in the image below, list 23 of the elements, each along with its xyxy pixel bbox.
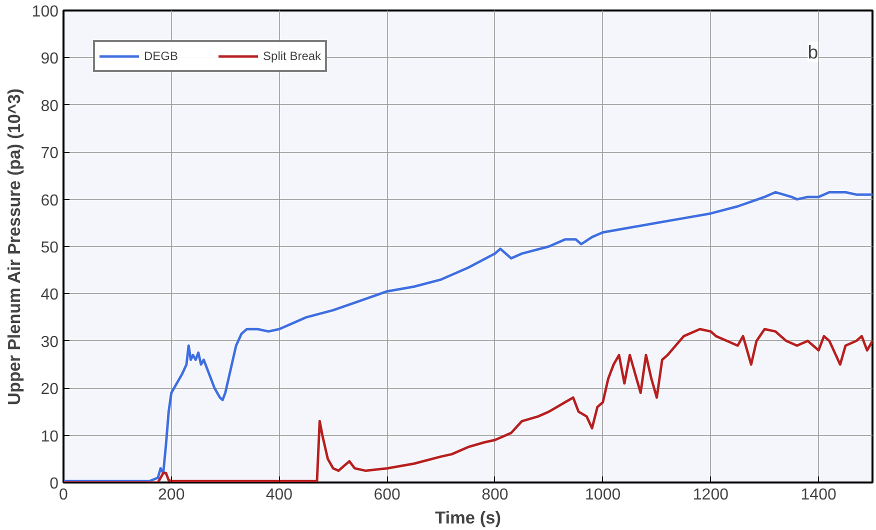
y-tick-label: 60 bbox=[40, 192, 59, 210]
y-tick-label: 20 bbox=[40, 381, 59, 398]
y-tick-label: 30 bbox=[40, 334, 59, 351]
y-tick-label: 90 bbox=[40, 50, 59, 68]
y-tick-label: 80 bbox=[40, 98, 59, 115]
x-tick-label: 600 bbox=[374, 486, 401, 504]
y-tick-label: 70 bbox=[40, 145, 59, 162]
x-tick-label: 800 bbox=[482, 486, 508, 504]
x-tick-label: 1000 bbox=[585, 486, 621, 504]
y-axis-title: Upper Plenum Air Pressure (pa) (10^3) bbox=[4, 88, 24, 406]
y-tick-label: 10 bbox=[40, 428, 59, 446]
x-tick-label: 1400 bbox=[800, 486, 836, 504]
x-axis-title: Time (s) bbox=[434, 508, 502, 528]
y-tick-label: 0 bbox=[50, 476, 59, 492]
x-tick-label: 400 bbox=[266, 486, 293, 504]
y-tick-label: 100 bbox=[32, 4, 59, 20]
annotation: b bbox=[808, 41, 818, 62]
x-tick-label: 1200 bbox=[692, 486, 729, 504]
y-tick-label: 50 bbox=[40, 240, 59, 256]
legend-label: Split Break bbox=[263, 49, 322, 63]
legend-label: DEGB bbox=[144, 49, 178, 63]
y-tick-label: 40 bbox=[40, 286, 59, 304]
x-tick-label: 200 bbox=[158, 486, 185, 504]
